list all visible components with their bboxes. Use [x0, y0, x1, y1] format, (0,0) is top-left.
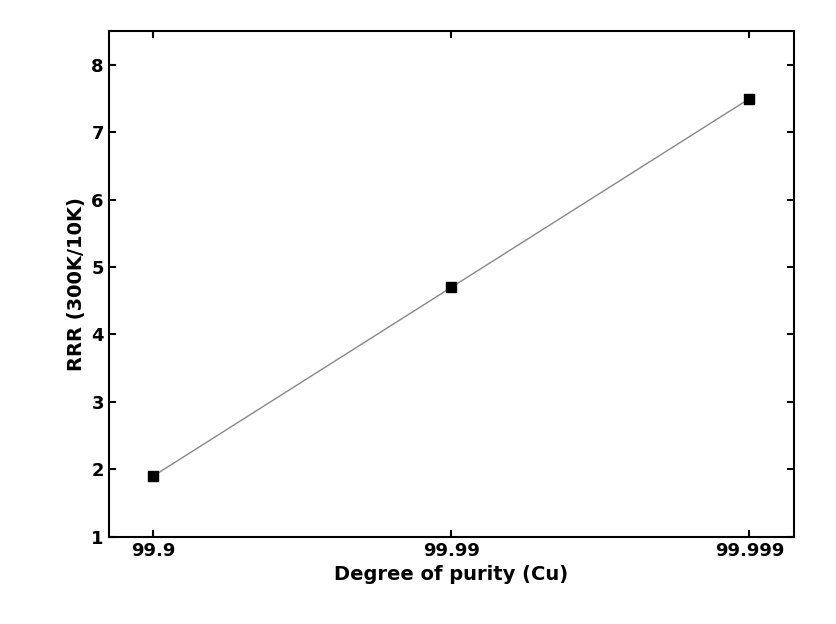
Point	[743, 94, 757, 104]
Y-axis label: RRR (300K/10K): RRR (300K/10K)	[67, 197, 85, 371]
X-axis label: Degree of purity (Cu): Degree of purity (Cu)	[334, 565, 568, 584]
Point	[146, 471, 160, 481]
Point	[445, 282, 458, 292]
